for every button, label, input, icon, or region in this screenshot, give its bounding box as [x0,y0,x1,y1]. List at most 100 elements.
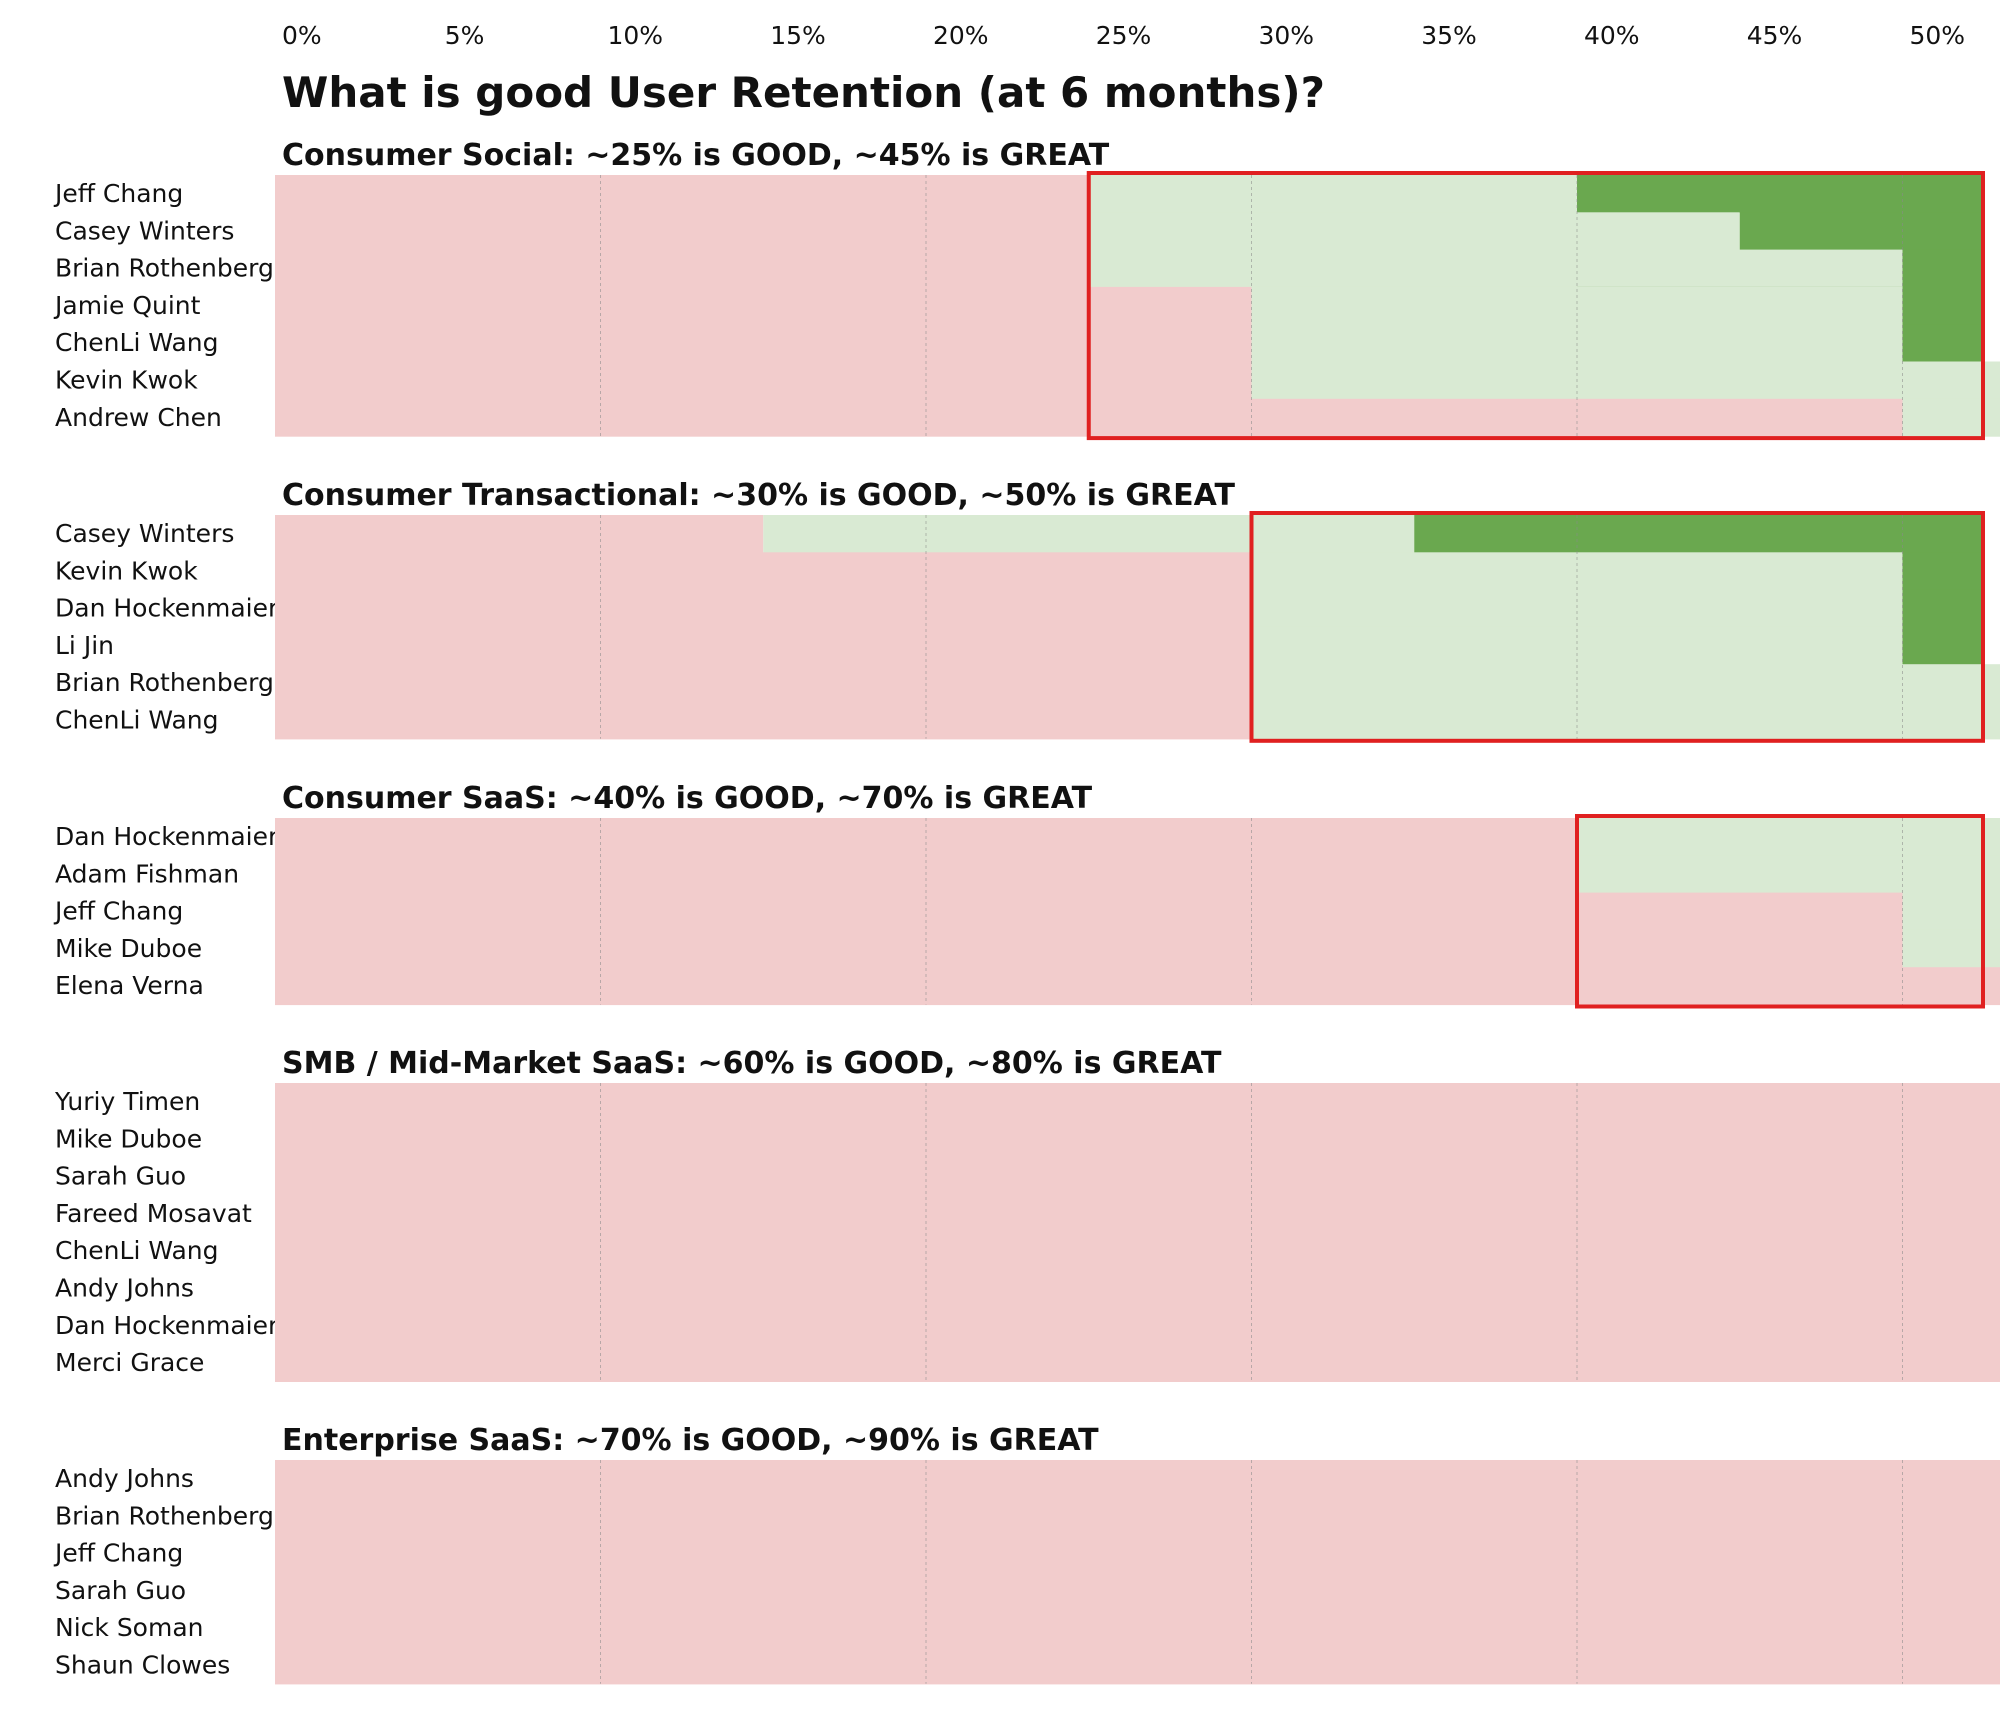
row-label: Mike Duboe [55,934,202,963]
section-title: Consumer SaaS: ~40% is GOOD, ~70% is GRE… [282,781,1093,816]
bad-segment [275,249,1089,288]
bad-segment [275,212,1089,251]
bad-segment [275,626,1252,665]
good-segment [763,515,1415,553]
row-label: Jeff Chang [53,897,183,926]
row-label: Sarah Guo [55,1576,186,1605]
bad-segment [275,552,1252,591]
good-segment [1251,664,2000,703]
row-label: Jeff Chang [53,179,183,208]
bad-segment [275,967,2000,1006]
row-label: Shaun Clowes [55,1651,230,1680]
bad-segment [275,1120,2000,1159]
row-label: ChenLi Wang [55,1236,219,1265]
row-label: Merci Grace [55,1348,204,1377]
row-label: Andrew Chen [55,403,222,432]
row-label: Jeff Chang [53,1539,183,1568]
bad-segment [275,1083,2000,1121]
great-segment [1902,552,1985,591]
section-title: Enterprise SaaS: ~70% is GOOD, ~90% is G… [282,1423,1099,1458]
row-label: Kevin Kwok [55,556,198,585]
good-segment [1251,286,1577,325]
row-label: Sarah Guo [55,1162,186,1191]
bad-segment [275,1269,2000,1308]
bad-segment [275,701,1252,740]
row-label: Dan Hockenmaier [55,822,279,851]
good-segment [1902,929,2000,968]
row-label: Casey Winters [55,216,234,245]
bad-segment [275,929,1903,968]
row-label: Brian Rothenberg [55,254,274,283]
great-segment [1902,626,1985,665]
section-title: Consumer Social: ~25% is GOOD, ~45% is G… [282,138,1110,173]
good-segment [1088,212,1740,251]
good-segment [1577,286,1903,325]
bad-segment [275,1157,2000,1196]
x-tick-label: 10% [608,21,664,50]
section-1: Consumer Social: ~25% is GOOD, ~45% is G… [53,138,2000,441]
chart-sections: Consumer Social: ~25% is GOOD, ~45% is G… [53,138,2000,1685]
great-segment [1577,175,1985,213]
row-label: Li Jin [55,631,114,660]
row-label: Adam Fishman [55,859,239,888]
good-segment [1902,398,2000,437]
bad-segment [275,589,1252,628]
x-tick-label: 50% [1910,21,1966,50]
row-label: Nick Soman [55,1613,204,1642]
row-label: Andy Johns [55,1464,194,1493]
good-segment [1251,626,1903,665]
row-label: Dan Hockenmaier [55,1311,279,1340]
great-segment [1739,212,1985,251]
bad-segment [275,175,1089,213]
x-tick-label: 30% [1259,21,1315,50]
section-2: Consumer Transactional: ~30% is GOOD, ~5… [55,478,2000,743]
good-segment [1088,249,1903,288]
section-title: Consumer Transactional: ~30% is GOOD, ~5… [282,478,1235,513]
highlight-box [1249,511,1985,743]
bad-segment [275,1194,2000,1233]
bad-segment [275,1460,2000,1498]
bad-segment [275,1534,2000,1573]
bad-segment [275,892,1903,931]
bad-segment [275,1344,2000,1382]
section-4: SMB / Mid-Market SaaS: ~60% is GOOD, ~80… [54,1046,2000,1382]
good-segment [1251,701,2000,740]
section-3: Consumer SaaS: ~40% is GOOD, ~70% is GRE… [53,781,2000,1009]
section-5: Enterprise SaaS: ~70% is GOOD, ~90% is G… [53,1423,2000,1685]
bad-segment [275,324,1252,363]
great-segment [1414,515,1985,553]
row-label: Andy Johns [55,1274,194,1303]
row-label: Brian Rothenberg [55,1501,274,1530]
row-label: ChenLi Wang [55,328,219,357]
row-label: Dan Hockenmaier [55,594,279,623]
bad-segment [275,1571,2000,1610]
x-tick-label: 40% [1584,21,1640,50]
x-tick-label: 35% [1421,21,1477,50]
row-label: Fareed Mosavat [55,1199,252,1228]
x-tick-label: 0% [282,21,322,50]
bad-segment [275,515,764,553]
bad-segment [275,1609,2000,1648]
great-segment [1902,589,1985,628]
bad-segment [275,1497,2000,1536]
x-tick-label: 20% [933,21,989,50]
good-segment [1902,892,2000,931]
bad-segment [275,1232,2000,1271]
great-segment [1902,324,1985,363]
highlight-box [1086,171,1985,441]
row-label: Brian Rothenberg [55,668,274,697]
good-segment [1577,855,2000,894]
bad-segment [275,361,1252,400]
row-label: Jamie Quint [53,291,201,320]
row-label: Kevin Kwok [55,366,198,395]
row-label: Elena Verna [55,971,204,1000]
row-label: Yuriy Timen [54,1087,200,1116]
x-axis-ticks: 0%5%10%15%20%25%30%35%40%45%50%55%60%65%… [282,21,1966,50]
chart-title: What is good User Retention (at 6 months… [282,68,1325,117]
x-tick-label: 45% [1747,21,1803,50]
x-tick-label: 25% [1096,21,1152,50]
bad-segment [275,286,1252,325]
bad-segment [275,1306,2000,1345]
section-title: SMB / Mid-Market SaaS: ~60% is GOOD, ~80… [282,1046,1222,1081]
